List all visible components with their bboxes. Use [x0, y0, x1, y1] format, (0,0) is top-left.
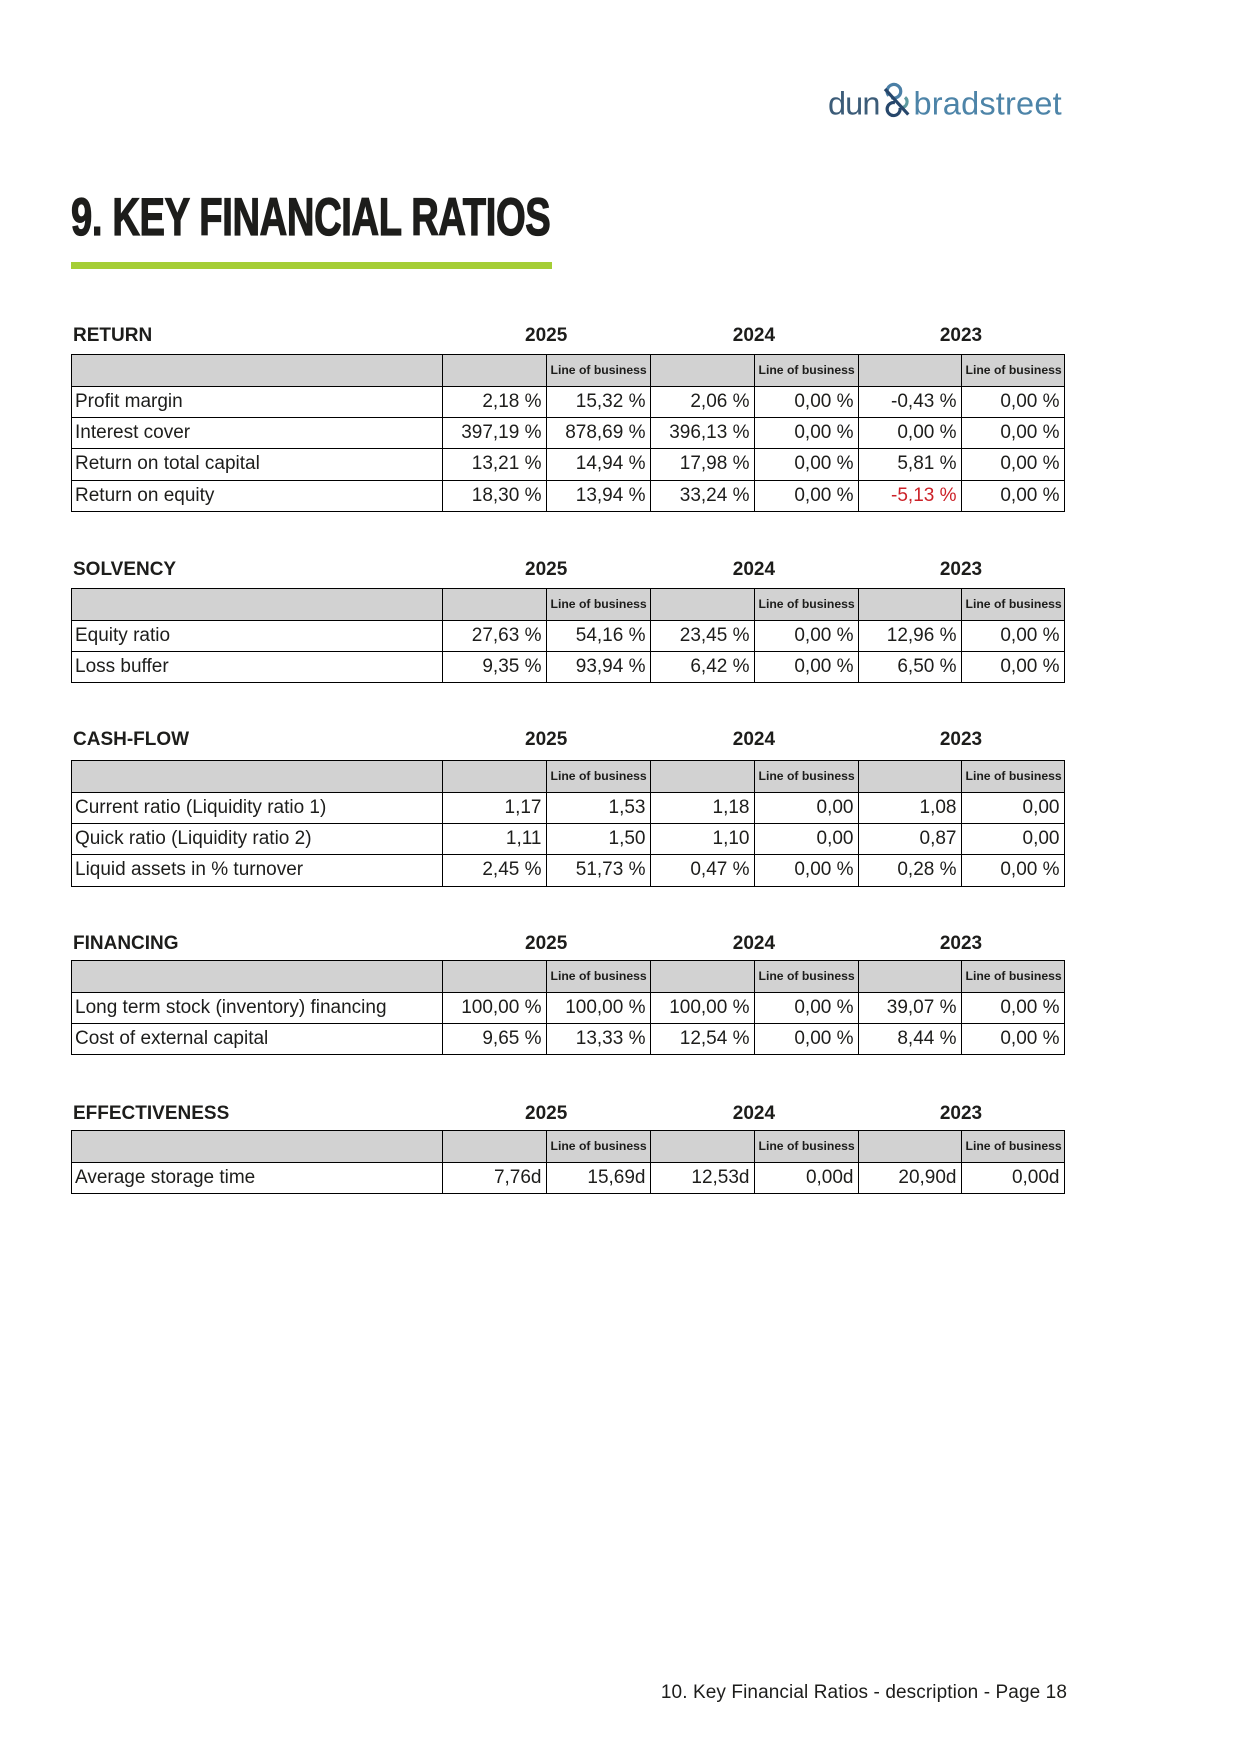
svg-text:dun: dun	[828, 85, 880, 121]
svg-text:bradstreet: bradstreet	[914, 85, 1062, 121]
